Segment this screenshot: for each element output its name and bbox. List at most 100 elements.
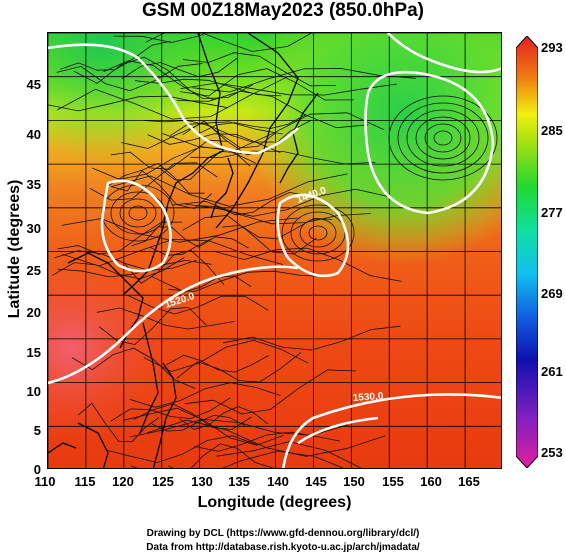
streamline (121, 57, 238, 80)
colorbar-label: 277 (541, 205, 563, 220)
streamline (106, 169, 213, 210)
streamline (113, 33, 207, 43)
streamline (96, 307, 235, 330)
streamline (179, 68, 354, 101)
streamline (190, 150, 376, 165)
streamline (131, 226, 213, 248)
x-axis-title: Longitude (degrees) (197, 494, 352, 511)
streamline (216, 441, 435, 468)
streamline (151, 275, 252, 293)
streamline (56, 76, 288, 120)
streamline (127, 295, 269, 315)
eddy-streamline (388, 95, 498, 181)
streamline (159, 150, 251, 181)
colorbar-label: 285 (541, 123, 563, 138)
streamline (145, 33, 313, 52)
eddy-streamline (290, 211, 346, 255)
eddy-streamline (424, 123, 462, 153)
x-tick-label: 120 (112, 474, 134, 489)
map-canvas: 1440.0 1520.0 1530.0 (48, 33, 501, 468)
y-tick-label: 45 (26, 77, 41, 92)
streamline (222, 325, 401, 351)
streamline (107, 435, 258, 463)
eddy-streamline (281, 204, 355, 262)
streamline (52, 257, 185, 280)
y-tick-label: 20 (26, 305, 41, 320)
wind-streamlines (48, 33, 498, 468)
eddy-streamline (397, 102, 489, 174)
streamline (192, 68, 416, 93)
streamline (194, 431, 341, 452)
streamline (167, 443, 273, 468)
streamline (110, 397, 231, 422)
streamline (176, 90, 369, 129)
streamline (168, 270, 327, 292)
streamline (98, 307, 207, 345)
streamline (124, 249, 225, 286)
y-tick-label: 15 (26, 345, 41, 360)
x-tick-label: 150 (343, 474, 365, 489)
x-tick-label: 165 (458, 474, 480, 489)
eddy-streamline (119, 198, 157, 228)
eddy-streamline (299, 218, 337, 248)
streamline (147, 133, 281, 153)
streamline (129, 382, 281, 408)
credit-drawing: Drawing by DCL (https://www.gfd-dennou.o… (146, 528, 420, 539)
y-tick-label: 40 (26, 127, 41, 142)
x-tick-label: 115 (74, 474, 96, 489)
colorbar-label: 253 (541, 445, 563, 460)
streamline (212, 247, 402, 282)
eddy-streamline (406, 109, 480, 167)
streamline (103, 60, 253, 100)
y-tick-label: 35 (26, 177, 41, 192)
colorbar (516, 36, 538, 468)
x-tick-label: 140 (267, 474, 289, 489)
streamline (78, 402, 160, 443)
y-tick-label: 30 (26, 221, 41, 236)
streamline (71, 347, 196, 389)
colorbar-label: 293 (541, 40, 563, 55)
x-tick-label: 110 (34, 474, 56, 489)
geopotential-contours (48, 33, 501, 468)
streamline (184, 188, 390, 217)
streamline (176, 352, 302, 383)
streamline (57, 221, 183, 255)
y-tick-label: 0 (33, 462, 41, 477)
streamline (199, 191, 308, 216)
streamline (54, 250, 197, 271)
y-tick-label: 25 (26, 263, 41, 278)
y-tick-label: 5 (33, 423, 41, 438)
streamline (111, 162, 205, 194)
x-tick-label: 135 (228, 474, 250, 489)
eddy-streamline (128, 205, 148, 221)
streamline (130, 450, 345, 468)
streamline (110, 173, 348, 207)
x-tick-label: 130 (191, 474, 213, 489)
x-tick-label: 125 (152, 474, 174, 489)
streamline (151, 414, 246, 432)
streamline (172, 200, 371, 225)
y-tick-label: 10 (26, 384, 41, 399)
contour-label-1530: 1530.0 (352, 391, 384, 404)
colorbar-label: 269 (541, 286, 563, 301)
eddy-streamline (308, 225, 328, 241)
streamline (184, 369, 356, 415)
colorbar-label: 261 (541, 364, 563, 379)
streamline (147, 419, 386, 457)
x-tick-label: 160 (420, 474, 442, 489)
streamline (48, 95, 229, 112)
streamline (121, 121, 283, 149)
temperature-wind-map: 1440.0 1520.0 1530.0 (47, 32, 502, 469)
x-tick-label: 155 (382, 474, 404, 489)
streamline (166, 354, 269, 373)
x-tick-label: 145 (305, 474, 327, 489)
y-axis-title: Latitude (degrees) (6, 179, 23, 319)
streamline (57, 259, 212, 278)
map-title: GSM 00Z18May2023 (850.0hPa) (142, 0, 424, 21)
streamline (182, 119, 312, 156)
eddy-streamline (433, 130, 453, 146)
colorbar-gradient (516, 36, 538, 468)
streamline (133, 403, 252, 431)
credit-data: Data from http://database.rish.kyoto-u.a… (146, 542, 420, 553)
streamline (143, 339, 309, 372)
